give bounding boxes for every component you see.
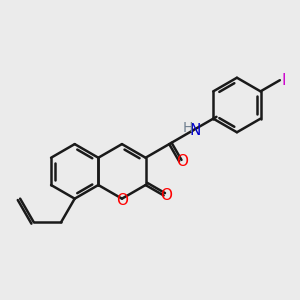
Text: O: O xyxy=(160,188,172,203)
Text: H: H xyxy=(183,122,193,136)
Text: O: O xyxy=(176,154,188,169)
Text: N: N xyxy=(190,123,201,138)
Text: I: I xyxy=(282,73,286,88)
Text: O: O xyxy=(116,193,128,208)
